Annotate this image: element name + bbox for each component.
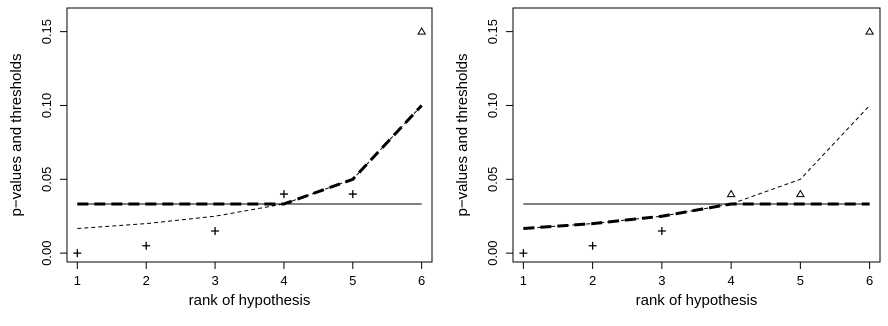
y-tick-label: 0.00 [39,240,54,265]
y-axis-title: p−values and thresholds [454,53,471,216]
plot-frame [512,7,881,263]
y-tick-label: 0.15 [39,19,54,44]
right-panel: 1 2 3 4 5 6 0.00 0.05 0.10 0.15 rank of hypothesis… [454,7,881,309]
x-tick-label: 1 [74,273,81,288]
dashed-thick-line [523,202,870,230]
dashed-thick-line [77,104,423,206]
x-tick-label: 6 [866,273,873,288]
plus-point [519,249,528,258]
x-tick-label: 4 [728,273,735,288]
plot-frame [66,7,433,263]
y-tick-label: 0.05 [485,167,500,192]
plus-point [142,241,151,250]
triangle-point [795,189,805,198]
plus-point [73,249,82,258]
x-axis-title: rank of hypothesis [189,292,311,309]
y-axis-title: p−values and thresholds [8,53,25,216]
triangle-point [417,27,427,35]
x-tick-label: 3 [658,273,665,288]
x-tick-label: 3 [211,273,218,288]
x-tick-label: 6 [418,273,425,288]
y-tick-label: 0.15 [485,19,500,44]
x-tick-label: 4 [280,273,287,288]
x-tick-label: 2 [589,273,596,288]
triangle-point [865,27,875,35]
x-tick-label: 1 [520,273,527,288]
plus-point [279,190,288,199]
y-tick-label: 0.00 [485,240,500,265]
y-tick-label: 0.10 [39,93,54,118]
dashed-thin-line [77,105,423,229]
x-axis-title: rank of hypothesis [636,292,758,309]
y-tick-label: 0.05 [39,167,54,192]
x-tick-label: 5 [797,273,804,288]
plus-point [211,226,220,235]
plus-point [348,190,357,199]
x-tick-label: 2 [143,273,150,288]
y-tick-label: 0.10 [485,93,500,118]
x-tick-label: 5 [349,273,356,288]
left-panel: 1 2 3 4 5 6 0.00 0.05 0.10 0.15 rank of hypothesis… [8,7,433,309]
plus-point [588,241,597,250]
plus-point [657,226,666,235]
triangle-point [726,189,736,198]
